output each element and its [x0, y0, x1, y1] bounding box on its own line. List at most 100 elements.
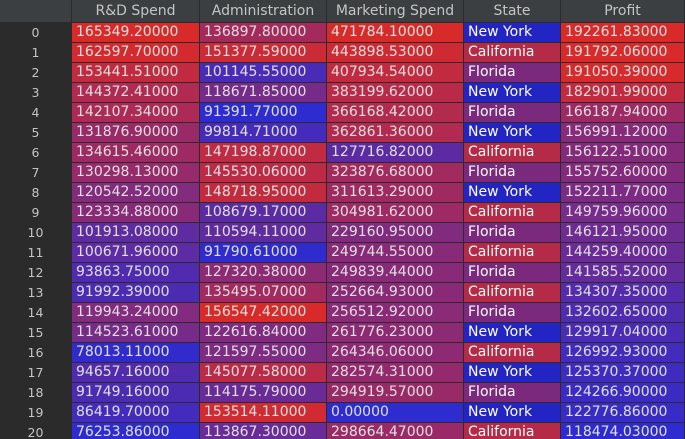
state-cell[interactable]: California [464, 43, 561, 63]
row-index[interactable]: 3 [0, 83, 72, 103]
administration-cell[interactable]: 145530.06000 [200, 163, 327, 183]
state-cell[interactable]: New York [464, 363, 561, 383]
profit-cell[interactable]: 125370.37000 [561, 363, 685, 383]
rd-spend-cell[interactable]: 91749.16000 [72, 383, 200, 403]
state-cell[interactable]: California [464, 343, 561, 363]
profit-cell[interactable]: 126992.93000 [561, 343, 685, 363]
profit-cell[interactable]: 152211.77000 [561, 183, 685, 203]
rd-spend-cell[interactable]: 134615.46000 [72, 143, 200, 163]
rd-spend-cell[interactable]: 142107.34000 [72, 103, 200, 123]
rd-spend-cell[interactable]: 120542.52000 [72, 183, 200, 203]
marketing-spend-column-header[interactable]: Marketing Spend [327, 0, 464, 23]
state-cell[interactable]: Florida [464, 103, 561, 123]
marketing-spend-cell[interactable]: 294919.57000 [327, 383, 464, 403]
state-cell[interactable]: New York [464, 403, 561, 423]
marketing-spend-cell[interactable]: 366168.42000 [327, 103, 464, 123]
marketing-spend-cell[interactable]: 264346.06000 [327, 343, 464, 363]
state-cell[interactable]: New York [464, 83, 561, 103]
marketing-spend-cell[interactable]: 261776.23000 [327, 323, 464, 343]
profit-cell[interactable]: 149759.96000 [561, 203, 685, 223]
rd-spend-cell[interactable]: 114523.61000 [72, 323, 200, 343]
profit-cell[interactable]: 132602.65000 [561, 303, 685, 323]
rd-spend-cell[interactable]: 131876.90000 [72, 123, 200, 143]
state-cell[interactable]: California [464, 283, 561, 303]
administration-cell[interactable]: 127320.38000 [200, 263, 327, 283]
rd-spend-cell[interactable]: 144372.41000 [72, 83, 200, 103]
state-cell[interactable]: Florida [464, 223, 561, 243]
marketing-spend-cell[interactable]: 282574.31000 [327, 363, 464, 383]
profit-cell[interactable]: 191792.06000 [561, 43, 685, 63]
marketing-spend-cell[interactable]: 229160.95000 [327, 223, 464, 243]
row-index[interactable]: 4 [0, 103, 72, 123]
administration-cell[interactable]: 135495.07000 [200, 283, 327, 303]
state-cell[interactable]: Florida [464, 163, 561, 183]
rd-spend-cell[interactable]: 100671.96000 [72, 243, 200, 263]
row-index[interactable]: 7 [0, 163, 72, 183]
administration-cell[interactable]: 101145.55000 [200, 63, 327, 83]
administration-cell[interactable]: 108679.17000 [200, 203, 327, 223]
rd-spend-cell[interactable]: 76253.86000 [72, 423, 200, 439]
state-cell[interactable]: California [464, 143, 561, 163]
administration-cell[interactable]: 110594.11000 [200, 223, 327, 243]
profit-cell[interactable]: 191050.39000 [561, 63, 685, 83]
rd-spend-cell[interactable]: 123334.88000 [72, 203, 200, 223]
profit-cell[interactable]: 156991.12000 [561, 123, 685, 143]
row-index[interactable]: 14 [0, 303, 72, 323]
administration-cell[interactable]: 122616.84000 [200, 323, 327, 343]
profit-cell[interactable]: 122776.86000 [561, 403, 685, 423]
administration-cell[interactable]: 91790.61000 [200, 243, 327, 263]
profit-cell[interactable]: 118474.03000 [561, 423, 685, 439]
marketing-spend-cell[interactable]: 0.00000 [327, 403, 464, 423]
row-index[interactable]: 17 [0, 363, 72, 383]
row-index[interactable]: 11 [0, 243, 72, 263]
rd-spend-cell[interactable]: 91992.39000 [72, 283, 200, 303]
administration-cell[interactable]: 145077.58000 [200, 363, 327, 383]
administration-cell[interactable]: 118671.85000 [200, 83, 327, 103]
administration-cell[interactable]: 148718.95000 [200, 183, 327, 203]
rd-spend-cell[interactable]: 153441.51000 [72, 63, 200, 83]
rd-spend-cell[interactable]: 93863.75000 [72, 263, 200, 283]
marketing-spend-cell[interactable]: 252664.93000 [327, 283, 464, 303]
administration-cell[interactable]: 147198.87000 [200, 143, 327, 163]
administration-cell[interactable]: 121597.55000 [200, 343, 327, 363]
row-index[interactable]: 16 [0, 343, 72, 363]
marketing-spend-cell[interactable]: 304981.62000 [327, 203, 464, 223]
marketing-spend-cell[interactable]: 362861.36000 [327, 123, 464, 143]
profit-cell[interactable]: 192261.83000 [561, 23, 685, 43]
state-cell[interactable]: California [464, 203, 561, 223]
row-index[interactable]: 8 [0, 183, 72, 203]
profit-cell[interactable]: 141585.52000 [561, 263, 685, 283]
administration-cell[interactable]: 153514.11000 [200, 403, 327, 423]
state-cell[interactable]: New York [464, 323, 561, 343]
profit-cell[interactable]: 166187.94000 [561, 103, 685, 123]
rd-spend-cell[interactable]: 86419.70000 [72, 403, 200, 423]
state-cell[interactable]: Florida [464, 63, 561, 83]
index-column-header[interactable] [0, 0, 72, 23]
marketing-spend-cell[interactable]: 383199.62000 [327, 83, 464, 103]
administration-cell[interactable]: 113867.30000 [200, 423, 327, 439]
state-cell[interactable]: Florida [464, 383, 561, 403]
row-index[interactable]: 6 [0, 143, 72, 163]
administration-cell[interactable]: 91391.77000 [200, 103, 327, 123]
profit-cell[interactable]: 134307.35000 [561, 283, 685, 303]
state-cell[interactable]: California [464, 423, 561, 439]
rd-spend-column-header[interactable]: R&D Spend [72, 0, 200, 23]
rd-spend-cell[interactable]: 119943.24000 [72, 303, 200, 323]
profit-cell[interactable]: 144259.40000 [561, 243, 685, 263]
marketing-spend-cell[interactable]: 443898.53000 [327, 43, 464, 63]
row-index[interactable]: 12 [0, 263, 72, 283]
marketing-spend-cell[interactable]: 471784.10000 [327, 23, 464, 43]
administration-cell[interactable]: 151377.59000 [200, 43, 327, 63]
administration-cell[interactable]: 99814.71000 [200, 123, 327, 143]
rd-spend-cell[interactable]: 101913.08000 [72, 223, 200, 243]
profit-cell[interactable]: 156122.51000 [561, 143, 685, 163]
row-index[interactable]: 18 [0, 383, 72, 403]
profit-cell[interactable]: 182901.99000 [561, 83, 685, 103]
state-cell[interactable]: New York [464, 23, 561, 43]
administration-cell[interactable]: 156547.42000 [200, 303, 327, 323]
rd-spend-cell[interactable]: 94657.16000 [72, 363, 200, 383]
profit-column-header[interactable]: Profit [561, 0, 685, 23]
state-column-header[interactable]: State [464, 0, 561, 23]
administration-column-header[interactable]: Administration [200, 0, 327, 23]
profit-cell[interactable]: 146121.95000 [561, 223, 685, 243]
